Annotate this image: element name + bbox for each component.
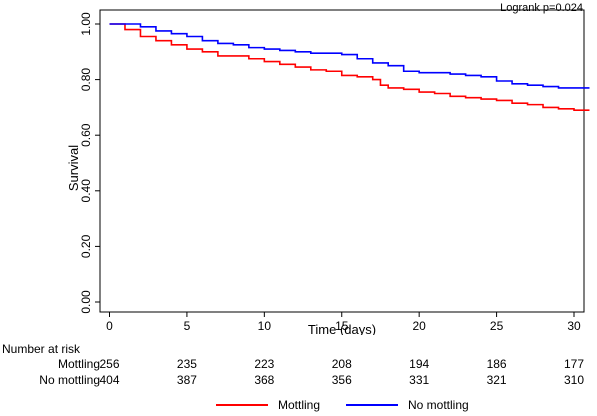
y-axis-label: Survival [66, 145, 81, 191]
risk-value: 310 [563, 373, 585, 387]
legend-swatch [346, 404, 398, 406]
risk-value: 194 [409, 357, 430, 371]
y-tick-label: 1.00 [79, 12, 93, 36]
x-axis-label: Time (days) [308, 322, 376, 335]
x-tick-label: 20 [412, 319, 426, 333]
x-tick-label: 25 [490, 319, 504, 333]
risk-value: 404 [99, 373, 120, 387]
risk-value: 186 [486, 357, 507, 371]
y-tick-label: 0.40 [79, 179, 93, 203]
legend-label: No mottling [408, 398, 469, 412]
x-tick-label: 15 [335, 319, 349, 333]
risk-value: 387 [176, 373, 197, 387]
risk-table-title: Number at risk [2, 342, 81, 356]
risk-value: 223 [254, 357, 275, 371]
series-line-no-mottling [109, 23, 590, 89]
risk-value: 356 [331, 373, 352, 387]
legend-label: Mottling [278, 398, 321, 412]
risk-row-label: Mottling [57, 357, 100, 371]
series-line-mottling [109, 23, 590, 111]
risk-value: 177 [563, 357, 585, 371]
risk-value: 256 [99, 357, 120, 371]
survival-chart: 0 5 10 15 20 25 30 0.00 0.20 0.40 0.60 0.80 1.00 Tim… [66, 9, 590, 335]
y-tick-label: 0.60 [79, 123, 93, 147]
risk-row-label: No mottling [39, 373, 100, 387]
x-tick-label: 0 [106, 319, 113, 333]
risk-value: 368 [254, 373, 275, 387]
y-tick-label: 0.00 [79, 290, 93, 314]
legend-item-mottling: Mottling [216, 398, 320, 412]
x-tick-label: 5 [184, 319, 191, 333]
y-tick-label: 0.80 [79, 68, 93, 92]
risk-value: 321 [486, 373, 507, 387]
risk-value: 331 [409, 373, 430, 387]
risk-value: 235 [176, 357, 197, 371]
x-tick-label: 30 [567, 319, 581, 333]
x-tick-label: 10 [258, 319, 272, 333]
risk-value: 208 [331, 357, 352, 371]
legend-item-no-mottling: No mottling [346, 398, 469, 412]
logrank-annotation: Logrank p=0.024 [500, 2, 583, 14]
y-tick-label: 0.20 [79, 234, 93, 258]
legend-swatch [216, 404, 268, 406]
